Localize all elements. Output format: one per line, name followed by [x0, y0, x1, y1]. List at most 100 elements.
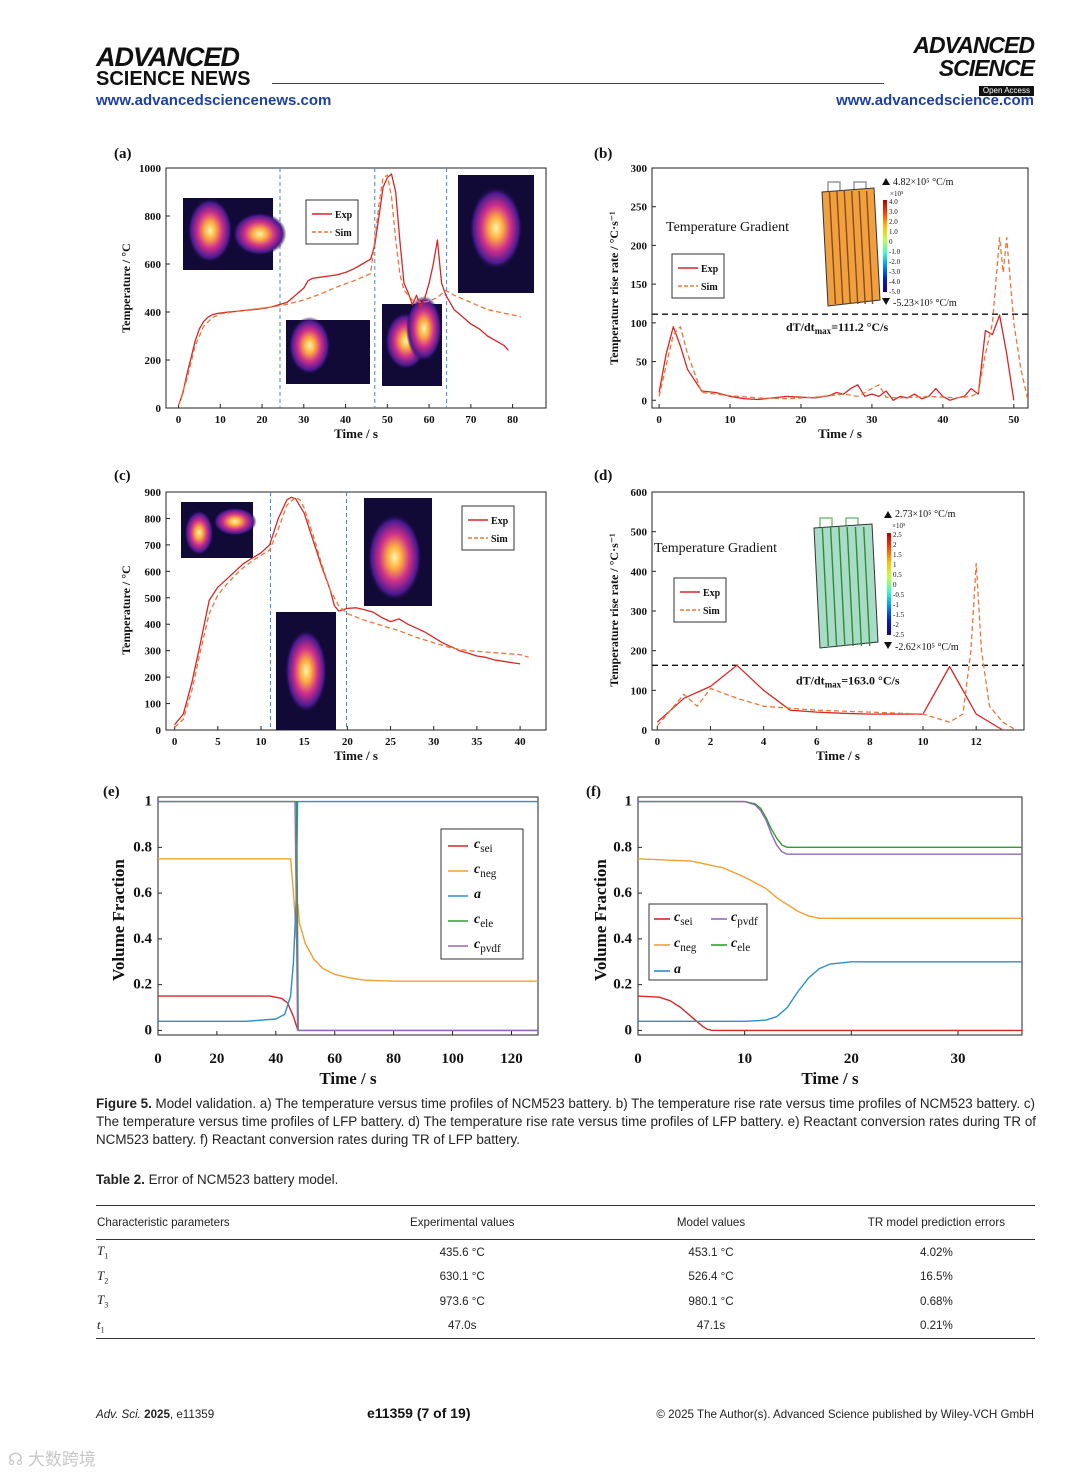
series-line-sim	[174, 496, 529, 728]
y-tick-label: 600	[631, 487, 648, 499]
y-tick-label: 0	[642, 725, 648, 737]
x-tick-label: 80	[386, 1051, 401, 1067]
cell-layer-line	[836, 190, 844, 305]
publisher-url-link[interactable]: www.advancedsciencenews.com	[96, 92, 332, 109]
colorbar-tick-label: -4.0	[889, 278, 901, 286]
min-marker-icon	[884, 642, 892, 649]
x-tick-label: 10	[215, 414, 227, 426]
x-tick-label: 30	[951, 1051, 966, 1067]
panel-label: (a)	[114, 146, 132, 162]
x-axis-title: Time / s	[334, 748, 378, 763]
x-axis-title: Time / s	[334, 426, 378, 441]
table-row: T2 630.1 °C 526.4 °C 16.5%	[96, 1265, 1035, 1290]
x-tick-label: 20	[209, 1051, 224, 1067]
x-tick-label: 15	[299, 736, 311, 748]
x-tick-label: 30	[298, 414, 310, 426]
x-axis-title: Time / s	[818, 426, 862, 441]
colorbar-tick-label: 2.0	[889, 218, 898, 226]
species-line-c-neg	[637, 858, 1022, 919]
x-tick-label: 6	[814, 736, 820, 748]
table-cell-model: 453.1 °C	[688, 1245, 734, 1259]
battery-cell-model	[821, 181, 881, 307]
colorbar-tick-label: -2.5	[893, 631, 905, 639]
cell-body	[821, 187, 881, 307]
x-tick-label: 120	[500, 1051, 523, 1067]
x-tick-label: 2	[708, 736, 714, 748]
y-tick-label: 800	[145, 211, 162, 223]
y-tick-label: 1000	[139, 163, 162, 175]
thermal-image-inset	[181, 502, 257, 558]
species-line-a	[638, 961, 1022, 1022]
x-tick-label: 40	[340, 414, 352, 426]
species-line-c-pvdf	[158, 800, 538, 1032]
x-axis-title: Time / s	[816, 748, 860, 763]
x-tick-label: 80	[507, 414, 518, 426]
watermark-icon: ☊	[8, 1450, 24, 1469]
colorbar-tick-label: -1	[893, 601, 899, 609]
table-cell-err: 0.21%	[919, 1319, 953, 1333]
open-access-badge: Open Access	[978, 86, 1034, 96]
table-cell-model: 526.4 °C	[688, 1270, 734, 1284]
colorbar	[883, 200, 887, 292]
colorbar-scale: ×10⁵	[892, 522, 906, 530]
y-tick-label: 600	[145, 259, 162, 271]
y-tick-label: 0.2	[613, 977, 632, 993]
x-tick-label: 60	[327, 1051, 342, 1067]
table-cell-param: T1	[97, 1243, 109, 1262]
table-row: T3 973.6 °C 980.1 °C 0.68%	[96, 1289, 1035, 1314]
x-tick-label: 10	[256, 736, 268, 748]
x-tick-label: 100	[441, 1051, 464, 1067]
table-cell-exp: 973.6 °C	[439, 1294, 485, 1308]
x-tick-label: 35	[471, 736, 483, 748]
x-axis-title: Time / s	[801, 1069, 859, 1088]
colorbar-tick-label: 2.5	[893, 531, 902, 539]
colorbar-tick-label: -0.5	[893, 591, 905, 599]
colorbar-tick-label: 0.5	[893, 571, 902, 579]
legend-frame	[671, 253, 725, 299]
species-line-c-sei	[158, 995, 299, 1031]
x-tick-label: 0	[634, 1051, 642, 1067]
species-line-a	[158, 800, 538, 1022]
legend-species-label: csei	[474, 837, 493, 855]
thermal-image-inset	[183, 198, 287, 270]
colorbar-tick-label: 4.0	[889, 198, 898, 206]
panel-label: (f)	[586, 784, 601, 800]
max-marker-icon	[882, 178, 890, 185]
x-tick-label: 40	[515, 736, 527, 748]
table-header-cell: Experimental values	[409, 1216, 515, 1229]
table-cell-param: t1	[97, 1316, 105, 1335]
table-2: Characteristic parameters Experimental v…	[96, 1205, 1035, 1339]
panel-f: 0 10 20 30 0 0.2 0.4 0.6 0.8 1 (f) Time / s Volume F…	[586, 784, 1023, 1088]
x-tick-label: 0	[172, 736, 178, 748]
series-line-exp	[177, 173, 509, 406]
y-tick-label: 0	[642, 395, 648, 407]
max-marker-icon	[884, 511, 892, 518]
journal-url-link[interactable]: www.advancedscience.com	[836, 92, 1034, 109]
max-rate-annotation: dT/dtmax=163.0 °C/s	[796, 673, 900, 689]
y-tick-label: 0	[156, 403, 162, 415]
x-tick-label: 0	[176, 414, 182, 426]
legend-species-label: csei	[674, 910, 693, 928]
thermal-hotspot	[469, 186, 523, 270]
x-tick-label: 50	[1008, 414, 1020, 426]
x-axis-title: Time / s	[319, 1069, 377, 1088]
panel-c: 0 5 10 15 20 25 30 35 40010020030040050060070080…	[114, 468, 547, 763]
legend-exp-label: Exp	[491, 516, 509, 527]
legend-frame	[461, 505, 515, 551]
table-cell-exp: 435.6 °C	[439, 1245, 485, 1259]
x-tick-label: 40	[937, 414, 949, 426]
legend-sim-label: Sim	[701, 282, 718, 293]
legend-exp-label: Exp	[701, 264, 719, 275]
table-cell-err: 0.68%	[919, 1294, 953, 1308]
y-tick-label: 200	[631, 240, 648, 252]
x-tick-label: 30	[428, 736, 440, 748]
y-tick-label: 300	[145, 646, 162, 658]
cell-body	[813, 523, 879, 649]
cell-layer-line	[838, 526, 846, 647]
y-axis-title: Volume Fraction	[591, 859, 610, 981]
y-tick-label: 0.2	[133, 977, 152, 993]
colorbar-tick-label: 2	[893, 541, 897, 549]
panel-e: 0 20 40 60 80 100 120 0 0.2 0.4 0.6 0.8 1 (e) Time / s…	[103, 784, 539, 1088]
colorbar-tick-label: 1.0	[889, 228, 898, 236]
battery-cell-model	[813, 517, 879, 649]
